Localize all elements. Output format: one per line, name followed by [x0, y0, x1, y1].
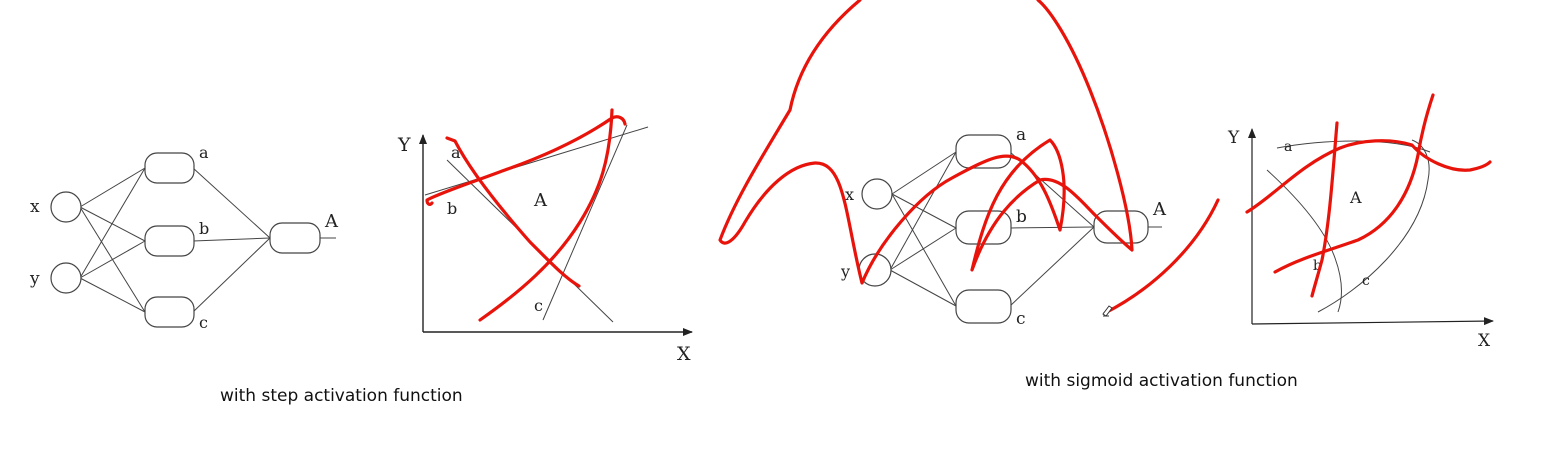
output-node-a	[1093, 210, 1149, 244]
ink-stroke-a-line	[445, 136, 581, 288]
input-label-x: x	[845, 185, 854, 204]
boundary-curve-c	[1317, 139, 1430, 313]
input-label-y: y	[29, 269, 40, 289]
pen-cursor-icon	[1102, 305, 1113, 317]
ink-stroke-vertical	[1310, 121, 1339, 298]
boundary-line-c	[542, 124, 628, 321]
line-label-a: a	[451, 143, 461, 162]
hidden-node-a	[144, 152, 195, 184]
hidden-label-c: c	[1016, 309, 1026, 329]
input-label-x: x	[30, 197, 40, 217]
curve-label-c: c	[1362, 273, 1370, 289]
line-label-b: b	[447, 199, 457, 218]
hidden-label-c: c	[199, 313, 208, 332]
hidden-node-b	[144, 225, 195, 257]
ink-stroke-right-tail	[1103, 198, 1220, 315]
hidden-label-b: b	[199, 219, 209, 238]
ink-stroke-b-line	[425, 115, 627, 207]
boundary-curve-a	[1266, 169, 1342, 313]
annotation-strokes	[425, 0, 1492, 322]
hidden-label-a: a	[1016, 125, 1026, 145]
y-axis-label: Y	[397, 134, 411, 156]
input-node-x	[50, 191, 82, 223]
ink-stroke-c-line	[478, 108, 614, 322]
input-node-x	[861, 178, 893, 210]
caption-step: with step activation function	[220, 386, 463, 406]
ink-stroke-diagonal	[1273, 93, 1435, 274]
curve-label-b: b	[1313, 258, 1322, 274]
right-network: x y a b c A	[840, 125, 1167, 329]
region-label: A	[533, 190, 548, 211]
output-label: A	[324, 211, 339, 232]
curve-label-a: a	[1284, 139, 1292, 155]
x-axis-label: X	[677, 343, 691, 365]
hidden-label-a: a	[199, 143, 209, 162]
hidden-node-c	[955, 289, 1012, 324]
ink-stroke-horizontal	[1245, 139, 1492, 214]
output-label: A	[1152, 199, 1167, 220]
hidden-node-c	[144, 296, 195, 328]
input-node-y	[50, 262, 82, 294]
left-network: x y a b c A	[29, 143, 339, 332]
y-axis-label: Y	[1227, 128, 1240, 148]
hidden-node-a	[955, 134, 1012, 169]
region-label: A	[1349, 188, 1362, 207]
line-label-c: c	[534, 296, 543, 315]
x-axis-label: X	[1478, 331, 1491, 351]
hidden-label-b: b	[1016, 207, 1027, 227]
input-label-y: y	[840, 262, 850, 281]
right-plot: Y X a b c A	[1227, 128, 1494, 351]
output-node-a	[269, 222, 321, 254]
ink-stroke-big-hump	[718, 0, 1134, 285]
caption-sigmoid: with sigmoid activation function	[1025, 371, 1298, 391]
left-plot: Y X a b c A	[397, 124, 693, 365]
